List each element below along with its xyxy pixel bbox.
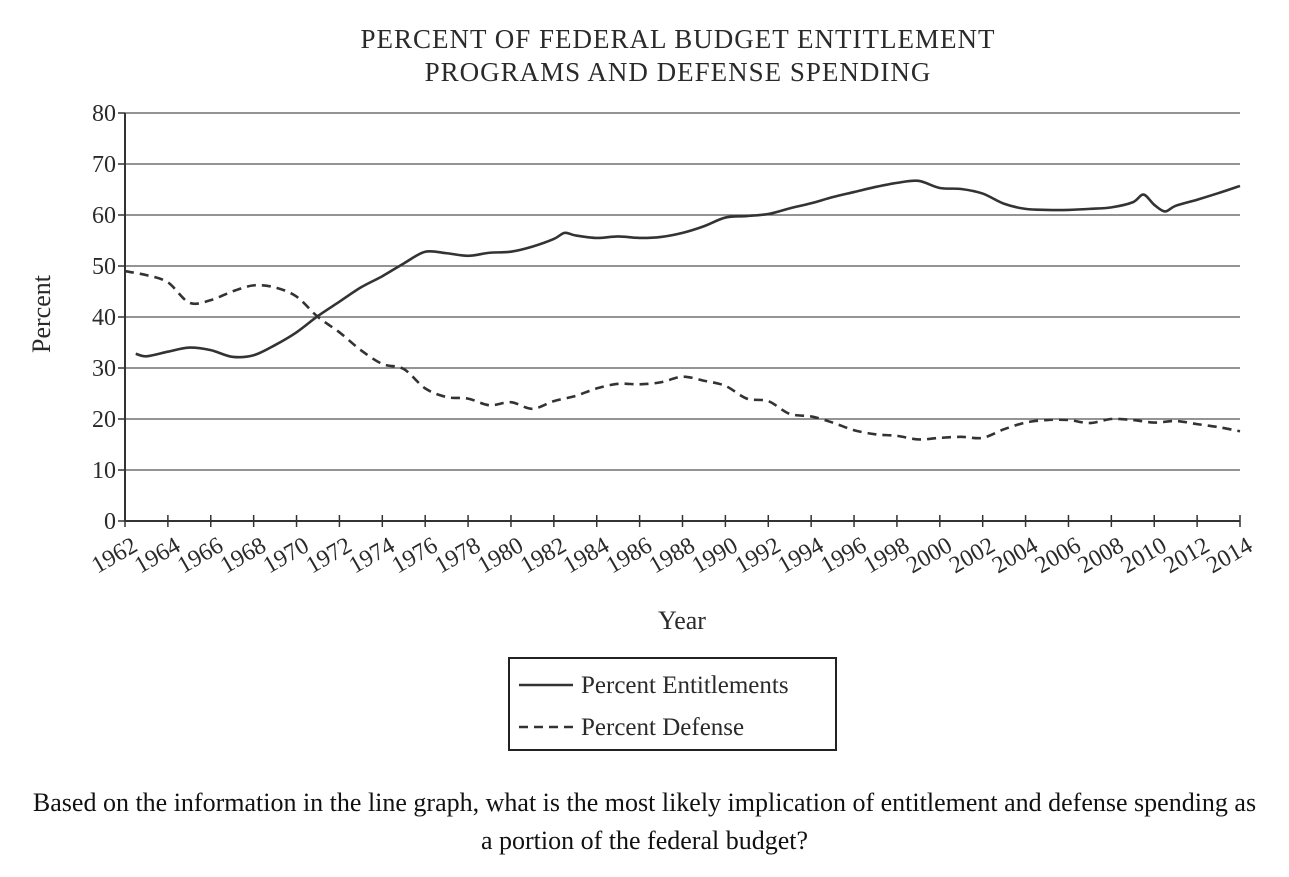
y-axis-title: Percent: [27, 274, 56, 353]
y-tick-label-60: 60: [92, 203, 116, 229]
chart-title-line-2: PROGRAMS AND DEFENSE SPENDING: [425, 57, 932, 87]
gridlines: [125, 112, 1240, 471]
y-tick-label-20: 20: [92, 407, 116, 433]
question-text: Based on the information in the line gra…: [32, 788, 1257, 855]
y-tick-label-40: 40: [92, 305, 116, 331]
y-tick-label-50: 50: [92, 254, 116, 280]
chart-title-line-1: PERCENT OF FEDERAL BUDGET ENTITLEMENT: [361, 24, 996, 54]
series-line-defense: [124, 269, 1241, 441]
x-axis: 1962196419661968197019721974197619781980…: [87, 515, 1257, 579]
legend-box: [508, 657, 837, 751]
line-chart: PERCENT OF FEDERAL BUDGET ENTITLEMENT PR…: [27, 24, 1257, 751]
legend: Percent Entitlements Percent Defense: [508, 657, 837, 751]
x-tick-label-2014: 2014: [1202, 533, 1257, 580]
y-tick-label-70: 70: [92, 152, 116, 178]
y-tick-label-80: 80: [92, 101, 116, 127]
legend-label-entitlements: Percent Entitlements: [581, 672, 789, 699]
series-line-entitlements: [135, 179, 1241, 359]
legend-label-defense: Percent Defense: [581, 714, 744, 741]
y-tick-label-10: 10: [92, 458, 116, 484]
x-axis-title: Year: [658, 606, 706, 635]
y-tick-label-30: 30: [92, 356, 116, 382]
y-tick-label-0: 0: [104, 509, 116, 535]
y-axis: 0 10 20 30 40 50 60 70 80: [92, 101, 126, 535]
series-layer: [124, 179, 1241, 441]
